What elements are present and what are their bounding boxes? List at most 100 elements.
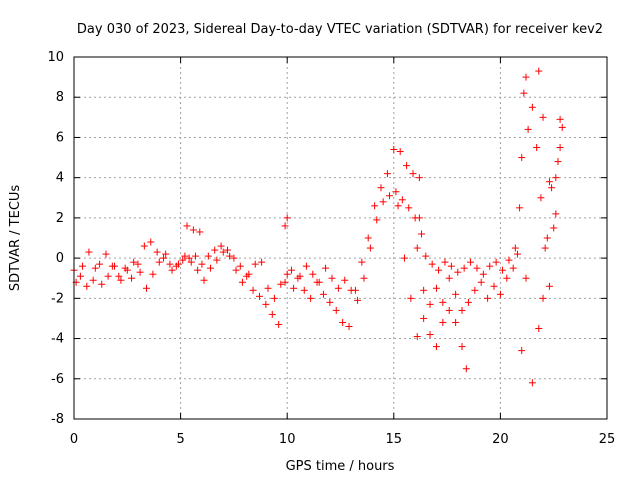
data-point [123, 266, 131, 274]
data-point [415, 174, 423, 182]
data-point [160, 254, 168, 262]
data-point [319, 290, 327, 298]
data-point [174, 260, 182, 268]
data-point [275, 320, 283, 328]
y-tick-label: -6 [51, 372, 64, 387]
data-point [334, 284, 342, 292]
data-point [539, 113, 547, 121]
data-point [392, 188, 400, 196]
data-point [140, 242, 148, 250]
data-point [345, 322, 353, 330]
data-point [211, 246, 219, 254]
x-tick-label: 20 [492, 432, 509, 447]
chart-title: Day 030 of 2023, Sidereal Day-to-day VTE… [77, 22, 603, 37]
data-point [509, 264, 517, 272]
data-point [339, 318, 347, 326]
data-point [505, 256, 513, 264]
x-tick-label: 10 [279, 432, 296, 447]
y-tick-label: -8 [51, 412, 64, 427]
data-point [447, 262, 455, 270]
data-point [270, 294, 278, 302]
data-point [396, 148, 404, 156]
data-point [371, 202, 379, 210]
data-point [307, 294, 315, 302]
data-point [554, 158, 562, 166]
data-point [245, 270, 253, 278]
data-point [230, 254, 238, 262]
data-point [548, 184, 556, 192]
data-point [364, 234, 372, 242]
data-point [85, 248, 93, 256]
data-point [405, 204, 413, 212]
data-point [358, 258, 366, 266]
data-point [283, 214, 291, 222]
data-point [518, 347, 526, 355]
data-point [213, 256, 221, 264]
data-point [520, 89, 528, 97]
data-point [162, 250, 170, 258]
data-point [89, 276, 97, 284]
data-point [189, 226, 197, 234]
data-point [543, 234, 551, 242]
data-point [96, 260, 104, 268]
data-point [102, 250, 110, 258]
data-point [496, 290, 504, 298]
data-point [533, 144, 541, 151]
data-point [528, 103, 536, 111]
y-tick-label: 6 [56, 130, 64, 145]
data-point [432, 343, 440, 351]
data-point [181, 252, 189, 260]
x-axis-label: GPS time / hours [286, 459, 395, 474]
data-point [432, 284, 440, 292]
data-point [439, 298, 447, 306]
data-point [522, 274, 530, 282]
data-point [477, 278, 485, 286]
data-point [328, 274, 336, 282]
data-point [277, 280, 285, 288]
data-point [290, 284, 298, 292]
data-point [413, 244, 421, 252]
data-point [281, 222, 289, 230]
data-point [200, 276, 208, 284]
data-point [149, 270, 157, 278]
data-point [386, 192, 394, 200]
data-point [522, 73, 530, 81]
data-point [420, 286, 428, 294]
data-point [296, 272, 304, 280]
data-point [187, 258, 195, 266]
data-point [415, 214, 423, 222]
data-point [513, 250, 521, 258]
data-point [552, 174, 560, 182]
y-tick-label: -2 [51, 291, 64, 306]
data-point [400, 254, 408, 262]
data-point [545, 282, 553, 290]
data-point [537, 194, 545, 202]
data-point [98, 280, 106, 288]
data-point [232, 266, 240, 274]
data-point [460, 264, 468, 272]
data-point [262, 300, 270, 308]
data-point [142, 284, 150, 292]
y-tick-labels: -8 -6 -4 -2 0 2 4 6 8 10 [47, 50, 64, 427]
data-point [467, 258, 475, 266]
data-point [473, 264, 481, 272]
data-point [168, 266, 176, 274]
data-point [255, 292, 263, 300]
data-point [111, 262, 119, 270]
data-point [249, 286, 257, 294]
data-point [528, 379, 536, 387]
data-point [264, 284, 272, 292]
y-tick-label: 0 [56, 251, 64, 266]
data-point [435, 266, 443, 274]
data-point [383, 170, 391, 178]
data-point [83, 282, 91, 290]
data-point [484, 294, 492, 302]
data-point [183, 222, 191, 230]
data-point [300, 286, 308, 294]
data-point [407, 294, 415, 302]
data-point [452, 290, 460, 298]
data-point [398, 196, 406, 204]
data-point [373, 216, 381, 224]
data-point [390, 146, 398, 154]
